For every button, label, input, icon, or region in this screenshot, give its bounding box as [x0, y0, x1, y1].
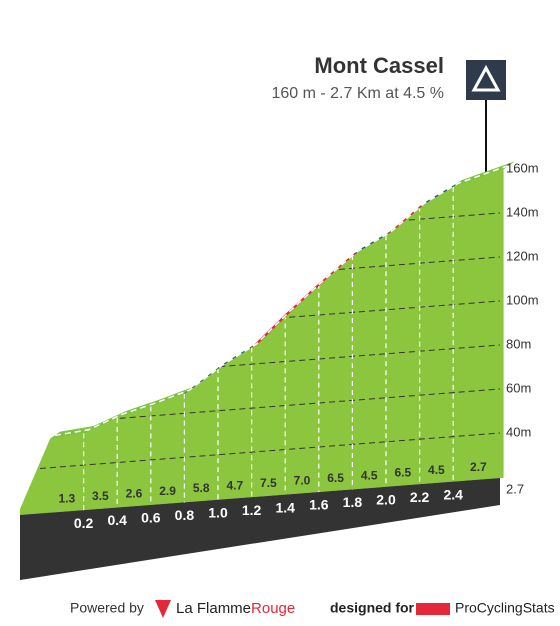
- plot: 1.3 3.5 2.6 2.9 5.8 4.7 7.5 7.0 6.5 4.5 6.5 4.5 2.7 0…: [20, 160, 539, 580]
- x-tick-label: 0.8: [175, 507, 195, 523]
- chart-title: Mont Cassel: [314, 53, 444, 78]
- footer-designed: designed for: [330, 600, 415, 616]
- x-tick-label: 1.4: [275, 499, 295, 515]
- gradient-label: 4.5: [428, 463, 445, 477]
- y-tick-label: 140m: [506, 204, 539, 219]
- y-tick-label: 40m: [506, 424, 531, 439]
- gradient-label: 7.5: [260, 476, 277, 490]
- base: [20, 478, 500, 580]
- brand-text: La FlammeRouge: [176, 600, 295, 617]
- gradient-label: 5.8: [193, 481, 210, 495]
- summit-icon-mark: [471, 64, 501, 92]
- x-tick-label: 2.2: [410, 489, 430, 505]
- x-tick-label: 0.6: [141, 510, 161, 526]
- x-tick-label: 2.0: [376, 491, 396, 507]
- site-name: ProCyclingStats: [455, 600, 555, 616]
- x-tick-label: 0.2: [74, 515, 94, 531]
- gradient-label: 6.5: [327, 471, 344, 485]
- y-tick-label: 160m: [506, 160, 539, 175]
- profile-area: [20, 169, 504, 515]
- x-tick-label: 2.7: [506, 481, 524, 496]
- y-tick-label: 100m: [506, 292, 539, 307]
- site-logo: [416, 603, 450, 615]
- y-tick-label: 120m: [506, 248, 539, 263]
- gradient-label: 2.9: [159, 484, 176, 498]
- x-tick-label: 1.2: [242, 502, 262, 518]
- x-tick-label: 1.6: [309, 497, 329, 513]
- gradient-label: 4.7: [226, 479, 243, 493]
- gradient-label: 2.7: [470, 460, 487, 474]
- brand-part: Rouge: [251, 600, 295, 617]
- x-tick-label: 1.8: [343, 494, 363, 510]
- footer: Powered by La FlammeRouge designed for P…: [70, 600, 555, 618]
- y-tick-label: 60m: [506, 380, 531, 395]
- footer-powered: Powered by: [70, 600, 144, 616]
- x-tick-label: 1.0: [208, 504, 228, 520]
- brand-part: La Flamme: [176, 600, 251, 617]
- gradient-label: 7.0: [294, 473, 311, 487]
- x-tick-label: 0.4: [107, 512, 127, 528]
- y-tick-label: 80m: [506, 336, 531, 351]
- gradient-label: 1.3: [58, 492, 75, 506]
- chart-subtitle: 160 m - 2.7 Km at 4.5 %: [271, 85, 444, 102]
- gradient-label: 3.5: [92, 489, 109, 503]
- gradient-label: 6.5: [394, 466, 411, 480]
- gradient-label: 2.6: [126, 486, 143, 500]
- gradient-label: 4.5: [361, 468, 378, 482]
- x-tick-label: 2.4: [443, 486, 463, 502]
- brand-logo: [155, 600, 171, 618]
- grid-line: [20, 432, 501, 471]
